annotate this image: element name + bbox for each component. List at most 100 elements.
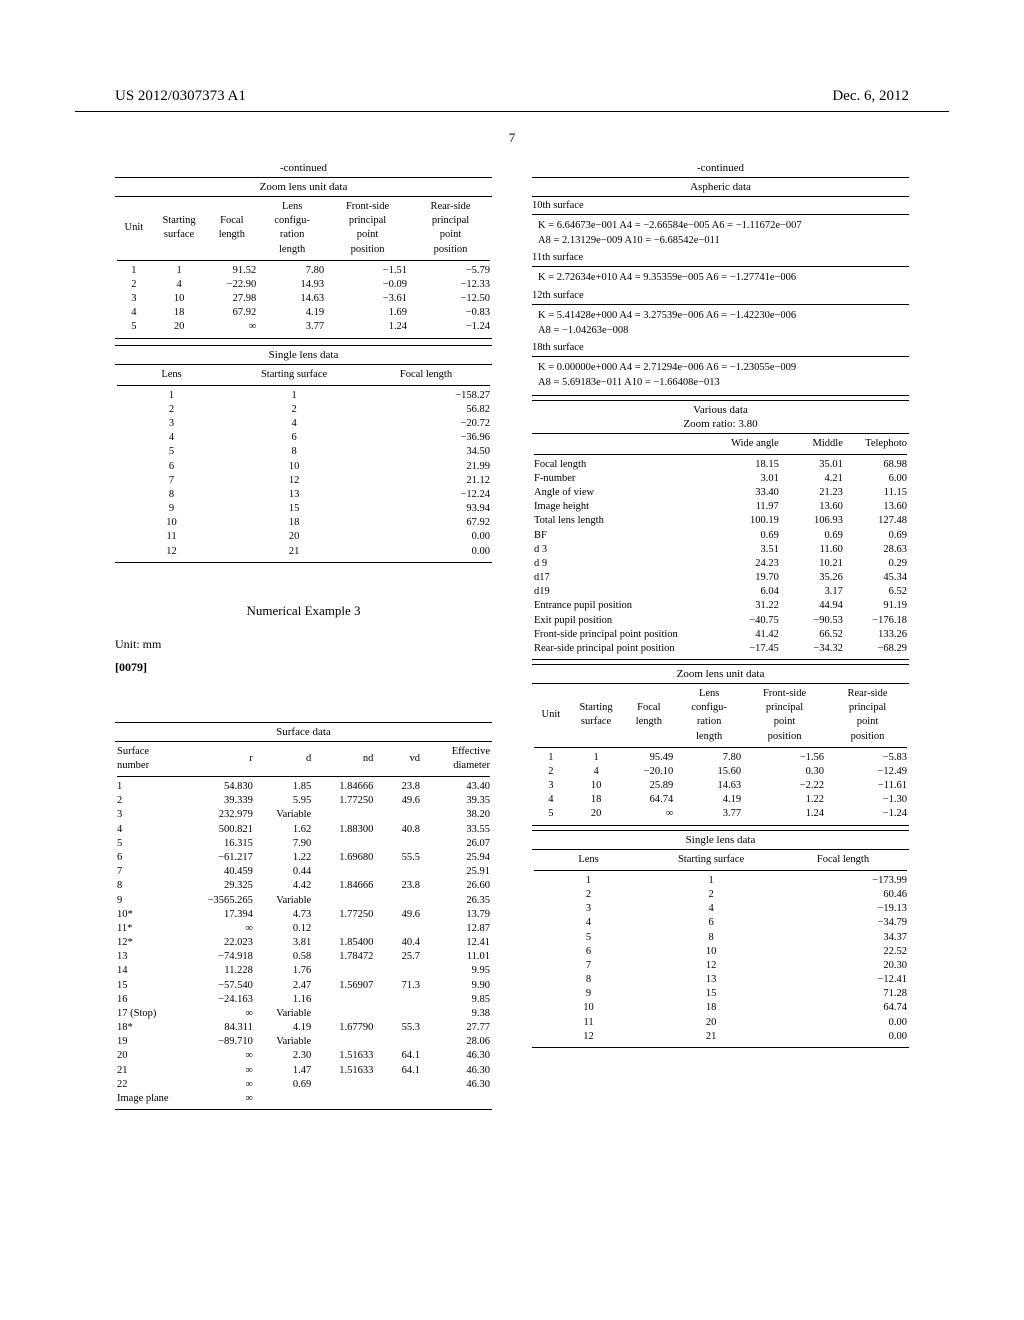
cell: 6.52: [845, 585, 909, 599]
cell: −57.540: [185, 979, 255, 993]
cell: 19: [115, 1035, 185, 1049]
cell: 11*: [115, 922, 185, 936]
cell: 4: [570, 765, 623, 779]
cell: 23.8: [375, 780, 422, 794]
cell: 2: [115, 794, 185, 808]
cell: 3.81: [255, 936, 313, 950]
cell: ∞: [185, 1078, 255, 1092]
cell: 11.01: [422, 950, 492, 964]
table-row: 13−74.9180.581.7847225.711.01: [115, 950, 492, 964]
cell: 12: [645, 959, 777, 973]
table-row: 11−173.99: [532, 874, 909, 888]
cell: 2.47: [255, 979, 313, 993]
cell: −19.13: [777, 902, 909, 916]
table-row: Entrance pupil position31.2244.9491.19: [532, 599, 909, 613]
continued-label: -continued: [115, 162, 492, 174]
table-row: d 924.2310.210.29: [532, 557, 909, 571]
table-row: 5834.50: [115, 445, 492, 459]
table-row: 1195.497.80−1.56−5.83: [532, 751, 909, 765]
cell: 4: [228, 417, 360, 431]
cell: 106.93: [781, 514, 845, 528]
cell: −0.83: [409, 306, 492, 320]
cell: d19: [532, 585, 713, 599]
cell: 1.77250: [313, 794, 375, 808]
cell: 6: [115, 460, 228, 474]
cell: 1.84666: [313, 879, 375, 893]
cell: 1.78472: [313, 950, 375, 964]
cell: 0.69: [713, 529, 781, 543]
table-row: Rear-side principal point position−17.45…: [532, 642, 909, 656]
table-row: 1411.2281.769.95: [115, 964, 492, 978]
cell: ∞: [185, 1049, 255, 1063]
cell: −12.50: [409, 292, 492, 306]
cell: 4.19: [258, 306, 326, 320]
cell: 6: [115, 851, 185, 865]
cell: 40.8: [375, 823, 422, 837]
table-row: 3232.979Variable38.20: [115, 808, 492, 822]
table-row: Focal length18.1535.0168.98: [532, 458, 909, 472]
cell: 5: [532, 931, 645, 945]
table-row: 91593.94: [115, 502, 492, 516]
cell: 49.6: [375, 908, 422, 922]
cell: 21: [228, 545, 360, 559]
cell: 3.01: [713, 472, 781, 486]
table-row: 91571.28: [532, 987, 909, 1001]
cell: 20: [153, 320, 206, 334]
table-row: d196.043.176.52: [532, 585, 909, 599]
cell: [313, 837, 375, 851]
cell: F-number: [532, 472, 713, 486]
table-row: 101864.74: [532, 1001, 909, 1015]
cell: 1.62: [255, 823, 313, 837]
cell: 12: [228, 474, 360, 488]
cell: [313, 1092, 375, 1106]
cell: 12.87: [422, 922, 492, 936]
table-row: 34−19.13: [532, 902, 909, 916]
s12-l1: K = 5.41428e+000 A4 = 3.27539e−006 A6 = …: [538, 308, 909, 323]
cell: 20: [228, 530, 360, 544]
cell: −61.217: [185, 851, 255, 865]
cell: 11.97: [713, 500, 781, 514]
cell: 10: [645, 945, 777, 959]
cell: Variable: [255, 1035, 313, 1049]
cell: 1: [532, 874, 645, 888]
page: US 2012/0307373 A1 Dec. 6, 2012 7 -conti…: [0, 0, 1024, 1320]
cell: 25.89: [622, 779, 675, 793]
table-row: 101867.92: [115, 516, 492, 530]
cell: 5: [532, 807, 570, 821]
cell: 4: [645, 902, 777, 916]
cell: 26.60: [422, 879, 492, 893]
table-row: Image plane∞: [115, 1092, 492, 1106]
cell: 60.46: [777, 888, 909, 902]
cell: Focal length: [532, 458, 713, 472]
table-row: 11*∞0.1212.87: [115, 922, 492, 936]
cell: [313, 808, 375, 822]
cell: 0.00: [360, 545, 492, 559]
cell: −176.18: [845, 614, 909, 628]
table-row: 61021.99: [115, 460, 492, 474]
cell: 1.76: [255, 964, 313, 978]
s11-block: K = 2.72634e+010 A4 = 9.35359e−005 A6 = …: [532, 270, 909, 285]
cell: 0.30: [743, 765, 826, 779]
various-title-2: Zoom ratio: 3.80: [532, 418, 909, 430]
table-row: 15−57.5402.471.5690771.39.90: [115, 979, 492, 993]
cell: −20.10: [622, 765, 675, 779]
table-row: 41864.744.191.22−1.30: [532, 793, 909, 807]
cell: 25.7: [375, 950, 422, 964]
cell: 64.1: [375, 1049, 422, 1063]
cell: 10: [570, 779, 623, 793]
cell: 22.023: [185, 936, 255, 950]
unit-mm: Unit: mm: [115, 637, 492, 652]
cell: 1.22: [255, 851, 313, 865]
table-row: 46−34.79: [532, 916, 909, 930]
table-row: 520∞3.771.24−1.24: [532, 807, 909, 821]
cell: 2: [115, 403, 228, 417]
cell: 13.79: [422, 908, 492, 922]
table-row: Angle of view33.4021.2311.15: [532, 486, 909, 500]
header-left: US 2012/0307373 A1: [115, 88, 246, 105]
cell: 26.35: [422, 894, 492, 908]
cell: 2: [115, 278, 153, 292]
page-number: 7: [0, 130, 1024, 146]
cell: 25.94: [422, 851, 492, 865]
cell: 1.24: [743, 807, 826, 821]
cell: ∞: [185, 1064, 255, 1078]
